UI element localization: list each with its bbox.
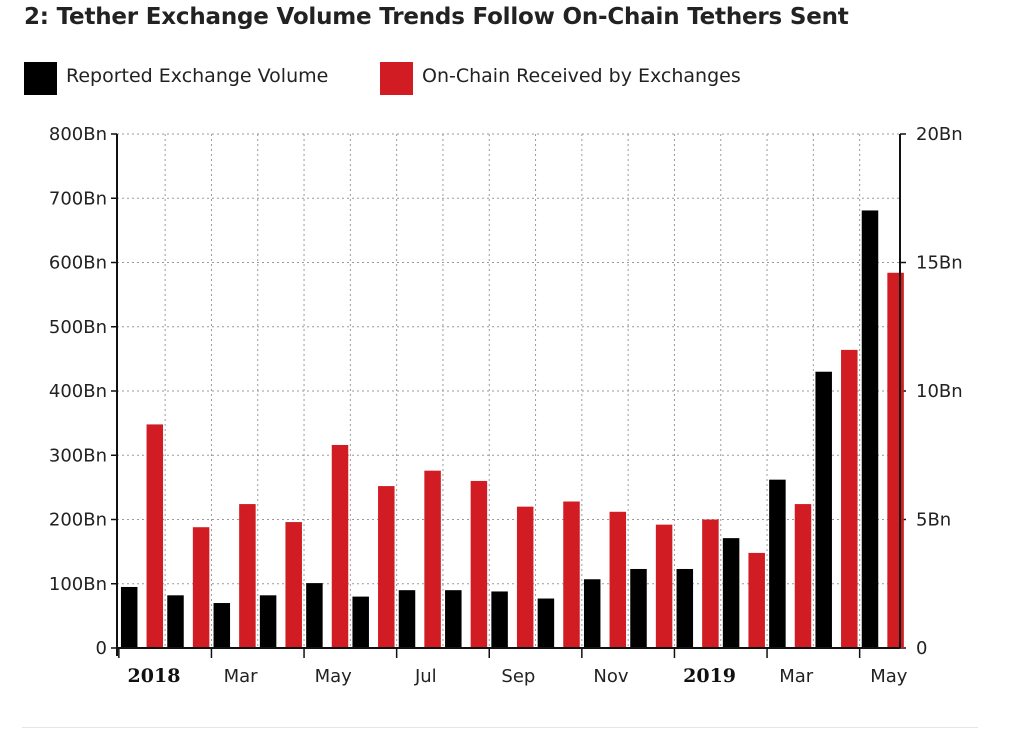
bar-exchange-volume-2018-10[interactable] [537,598,555,648]
bar-on-chain-received-2018-03[interactable] [239,504,256,648]
y-right-tick-label: 20Bn [916,124,963,145]
bar-exchange-volume-2019-03[interactable] [769,479,786,648]
bar-on-chain-received-2018-02[interactable] [192,527,210,648]
legend: Reported Exchange Volume On-Chain Receiv… [24,60,924,98]
bar-exchange-volume-2019-05[interactable] [861,210,879,648]
bar-on-chain-received-2018-06[interactable] [378,486,395,648]
bar-exchange-volume-2018-11[interactable] [583,579,601,648]
legend-swatch-exchange-volume [24,62,57,95]
y-left-tick-label: 200Bn [49,510,107,531]
x-tick-label: 2019 [683,665,736,687]
y-right-tick-label: 15Bn [916,253,963,274]
bar-on-chain-received-2019-05[interactable] [887,272,904,648]
bar-exchange-volume-2018-03[interactable] [213,603,231,648]
y-left-tick-label: 100Bn [49,574,107,595]
x-tick-label: Mar [779,666,814,687]
bar-on-chain-received-2018-04[interactable] [285,522,302,648]
y-left-tick-label: 400Bn [49,381,107,402]
y-left-tick-label: 300Bn [49,445,107,466]
y-left-tick-label: 600Bn [49,253,107,274]
y-left-tick-label: 0 [96,638,107,659]
bar-exchange-volume-2018-06[interactable] [352,596,369,648]
legend-label-on-chain-received: On-Chain Received by Exchanges [422,65,741,87]
x-tick-label: Jul [414,666,437,687]
y-left-tick-label: 500Bn [49,317,107,338]
bar-exchange-volume-2018-02[interactable] [167,595,184,648]
legend-label-exchange-volume: Reported Exchange Volume [66,65,329,87]
footer-divider [22,727,978,728]
bar-on-chain-received-2018-12[interactable] [655,524,673,648]
bar-on-chain-received-2019-04[interactable] [841,349,858,648]
x-tick-label: Mar [224,666,259,687]
chart-title: 2: Tether Exchange Volume Trends Follow … [24,4,849,30]
bar-on-chain-received-2019-01[interactable] [702,519,719,649]
bar-on-chain-received-2018-05[interactable] [331,444,349,648]
bar-exchange-volume-2018-04[interactable] [259,595,277,648]
y-left-tick-label: 800Bn [49,124,107,145]
bar-exchange-volume-2018-07[interactable] [398,590,416,648]
y-left-tick-label: 700Bn [49,188,107,209]
bar-on-chain-received-2018-10[interactable] [563,501,580,648]
bar-on-chain-received-2018-01[interactable] [146,424,164,648]
y-right-tick-label: 10Bn [916,381,963,402]
bar-exchange-volume-2019-01[interactable] [676,568,694,648]
bar-on-chain-received-2018-09[interactable] [516,506,534,648]
y-right-tick-label: 0 [916,638,927,659]
bar-exchange-volume-2019-04[interactable] [815,371,832,648]
x-tick-label: Sep [501,666,535,687]
bar-exchange-volume-2018-08[interactable] [445,590,462,648]
x-tick-label: May [870,666,908,687]
bar-on-chain-received-2018-08[interactable] [470,480,488,648]
bar-exchange-volume-2019-02[interactable] [722,538,740,648]
bar-on-chain-received-2018-11[interactable] [609,511,627,648]
x-tick-label: May [315,666,353,687]
legend-swatch-on-chain-received [380,62,413,95]
bar-exchange-volume-2018-05[interactable] [306,583,323,648]
bar-exchange-volume-2018-01[interactable] [120,586,138,648]
x-tick-label: 2018 [128,665,181,687]
bar-on-chain-received-2019-02[interactable] [748,552,765,648]
bar-on-chain-received-2019-03[interactable] [794,504,812,648]
bar-exchange-volume-2018-12[interactable] [630,568,647,648]
bar-on-chain-received-2018-07[interactable] [424,470,441,648]
x-tick-label: Nov [593,666,628,687]
bar-exchange-volume-2018-09[interactable] [491,591,508,648]
y-right-tick-label: 5Bn [916,510,951,531]
